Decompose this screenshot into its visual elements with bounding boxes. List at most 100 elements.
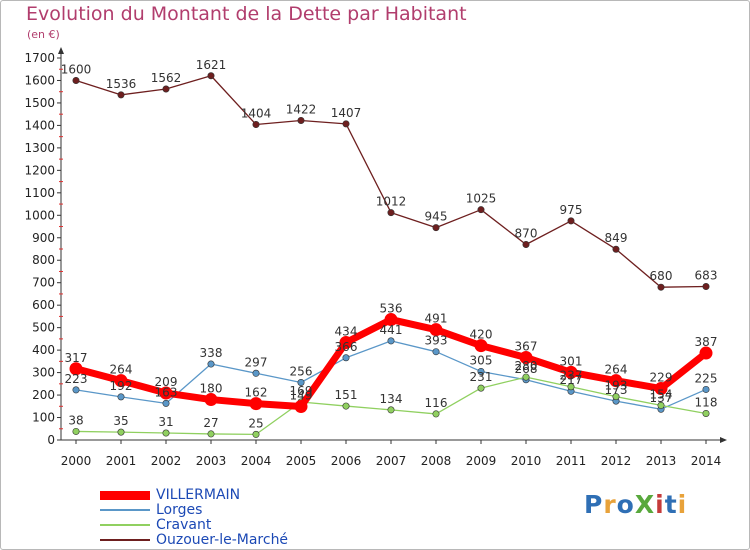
- data-point: [657, 401, 665, 409]
- y-tick-label: 1100: [24, 186, 55, 200]
- data-point: [429, 323, 443, 337]
- data-point: [387, 337, 395, 345]
- y-tick-label: 700: [32, 276, 55, 290]
- data-point: [72, 427, 80, 435]
- data-point: [339, 335, 353, 349]
- x-tick-label: 2010: [511, 454, 542, 468]
- data-point: [384, 313, 398, 327]
- data-label: 420: [470, 328, 493, 342]
- data-label: 1600: [61, 62, 92, 76]
- data-label: 268: [515, 362, 538, 376]
- data-label: 193: [605, 379, 628, 393]
- data-label: 134: [380, 392, 403, 406]
- data-label: 536: [380, 302, 403, 316]
- data-label: 118: [695, 395, 718, 409]
- data-label: 367: [515, 340, 538, 354]
- data-label: 173: [605, 383, 628, 397]
- data-point: [432, 224, 440, 232]
- data-label: 192: [110, 379, 133, 393]
- data-point: [117, 91, 125, 99]
- data-point: [612, 245, 620, 253]
- data-point: [297, 116, 305, 124]
- data-label: 229: [650, 371, 673, 385]
- y-tick-label: 200: [32, 388, 55, 402]
- logo-letter: i: [655, 490, 665, 519]
- data-label: 169: [290, 384, 313, 398]
- data-label: 154: [650, 387, 673, 401]
- y-tick-label: 1400: [24, 118, 55, 132]
- data-point: [207, 430, 215, 438]
- data-label: 317: [65, 351, 88, 365]
- data-point: [207, 360, 215, 368]
- data-point: [699, 346, 713, 360]
- data-point: [342, 354, 350, 362]
- data-label: 38: [68, 413, 83, 427]
- data-point: [162, 429, 170, 437]
- data-point: [72, 386, 80, 394]
- data-point: [114, 374, 128, 388]
- logo-letter: i: [677, 490, 688, 519]
- data-point: [477, 367, 485, 375]
- data-label: 297: [245, 355, 268, 369]
- y-tick-label: 100: [32, 411, 55, 425]
- y-tick-label: 1500: [24, 96, 55, 110]
- data-label: 163: [155, 385, 178, 399]
- x-tick-label: 2012: [601, 454, 632, 468]
- data-point: [432, 410, 440, 418]
- y-tick-label: 1000: [24, 208, 55, 222]
- logo-letter: o: [616, 490, 635, 519]
- data-point: [702, 385, 710, 393]
- data-point: [162, 85, 170, 93]
- data-label: 237: [560, 369, 583, 383]
- legend-swatch: [100, 524, 150, 526]
- y-axis-arrow: [58, 47, 64, 54]
- data-point: [69, 362, 83, 376]
- x-tick-label: 2013: [646, 454, 677, 468]
- legend-label: VILLERMAIN: [156, 487, 241, 503]
- data-label: 256: [290, 364, 313, 378]
- data-label: 301: [560, 354, 583, 368]
- x-tick-label: 2004: [241, 454, 272, 468]
- x-tick-label: 2005: [286, 454, 317, 468]
- data-point: [297, 378, 305, 386]
- data-label: 1012: [376, 195, 407, 209]
- data-label: 945: [425, 210, 448, 224]
- data-label: 231: [470, 370, 493, 384]
- legend-label: Ouzouer-le-Marché: [156, 532, 289, 548]
- data-label: 975: [560, 203, 583, 217]
- series-line: [75, 75, 707, 288]
- data-point: [162, 399, 170, 407]
- data-point: [519, 351, 533, 365]
- data-label: 223: [65, 372, 88, 386]
- data-label: 280: [515, 359, 538, 373]
- data-label: 149: [290, 389, 313, 403]
- data-label: 387: [695, 335, 718, 349]
- legend-label: Cravant: [156, 517, 212, 533]
- data-label: 180: [200, 382, 223, 396]
- data-label: 1025: [466, 192, 497, 206]
- data-label: 1407: [331, 106, 362, 120]
- data-point: [159, 386, 173, 400]
- y-tick-label: 600: [32, 298, 55, 312]
- x-tick-label: 2001: [106, 454, 137, 468]
- data-point: [342, 120, 350, 128]
- y-tick-label: 300: [32, 366, 55, 380]
- data-label: 35: [113, 414, 128, 428]
- data-label: 870: [515, 227, 538, 241]
- data-label: 264: [110, 363, 133, 377]
- data-point: [432, 348, 440, 356]
- data-label: 162: [245, 386, 268, 400]
- y-tick-label: 800: [32, 253, 55, 267]
- x-axis-arrow: [720, 437, 727, 443]
- x-tick-label: 2014: [691, 454, 722, 468]
- data-point: [702, 283, 710, 291]
- y-tick-label: 1300: [24, 141, 55, 155]
- data-point: [294, 400, 308, 414]
- legend-swatch: [100, 491, 150, 500]
- logo-letter: P: [584, 490, 604, 519]
- proxiti-logo: ProXiti: [584, 490, 687, 519]
- y-tick-label: 900: [32, 231, 55, 245]
- x-tick-label: 2008: [421, 454, 452, 468]
- data-label: 393: [425, 334, 448, 348]
